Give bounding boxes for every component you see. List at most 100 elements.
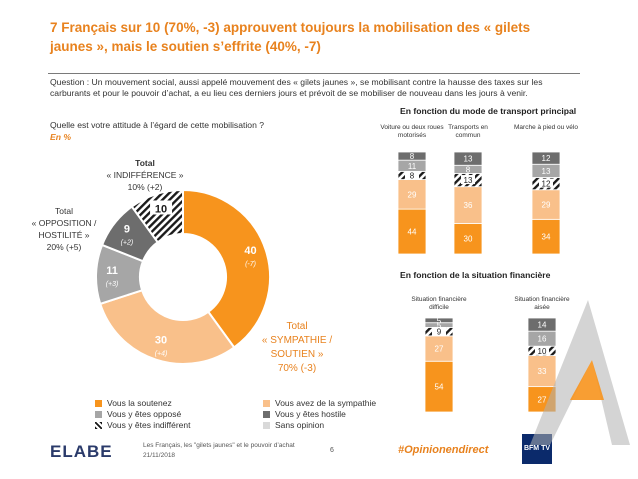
bar-segment xyxy=(453,186,483,224)
bar-value-label: 13 xyxy=(542,167,551,176)
legend-label: Vous avez de la sympathie xyxy=(275,398,377,408)
bar-label-bg xyxy=(535,345,549,355)
question-text: Question : Un mouvement social, aussi ap… xyxy=(50,77,543,98)
bar-value-label: 9 xyxy=(437,328,442,337)
opposition-line1: Total xyxy=(55,206,73,216)
opposition-total: Total « OPPOSITION / HOSTILITÉ » 20% (+5… xyxy=(18,205,110,253)
bar-segment xyxy=(527,355,557,388)
donut-change-label: (+2) xyxy=(121,239,134,246)
bar-value-label: 10 xyxy=(538,347,547,356)
hashtag: #Opinionendirect xyxy=(398,444,489,456)
bar-value-label: 29 xyxy=(542,201,551,210)
legend-label: Vous la soutenez xyxy=(107,398,172,408)
legend-item: Vous avez de la sympathie xyxy=(263,398,376,408)
bar-label-bg xyxy=(432,326,446,336)
donut-change-label: (+4) xyxy=(155,351,168,358)
question-prompt: Quelle est votre attitude à l’égard de c… xyxy=(50,120,265,130)
bar-segment xyxy=(531,218,561,255)
bar-value-label: 12 xyxy=(542,154,551,163)
legend-label: Vous y êtes indifférent xyxy=(107,420,191,430)
bar-value-label: 16 xyxy=(538,335,547,344)
opposition-line2: « OPPOSITION / xyxy=(31,218,97,228)
legend-swatch xyxy=(263,399,270,407)
bar-value-label: 13 xyxy=(464,176,473,185)
footer-line1: Les Français, les "gilets jaunes" et le … xyxy=(143,442,295,449)
donut-value-label: 40 xyxy=(244,245,256,257)
bar-value-label: 5 xyxy=(437,321,442,330)
donut-value-label: 11 xyxy=(106,265,118,277)
legend-item: Vous la soutenez xyxy=(95,398,172,408)
bar-value-label: 8 xyxy=(410,171,415,180)
donut-value-label: 30 xyxy=(155,335,167,347)
donut-label-bg xyxy=(150,200,173,215)
footer-text: Les Français, les "gilets jaunes" et le … xyxy=(143,441,295,461)
bar-label-bg xyxy=(539,178,553,188)
bar-category-label: Situation financière difficile xyxy=(411,296,467,311)
bar-value-label: 30 xyxy=(464,235,473,244)
bar-value-label: 54 xyxy=(435,383,444,392)
bar-category-label: Transports en commun xyxy=(448,124,488,139)
legend-label: Vous y êtes hostile xyxy=(275,409,346,419)
donut-change-label: (+3) xyxy=(106,281,119,288)
indifference-line1: Total xyxy=(135,158,155,168)
sympathie-total: Total « SYMPATHIE / SOUTIEN » 70% (-3) xyxy=(252,320,342,376)
bar-label-bg xyxy=(405,170,419,180)
bar-segment xyxy=(397,208,427,255)
title-divider xyxy=(48,73,580,74)
bar-value-label: 8 xyxy=(410,152,415,161)
bar-segment xyxy=(453,151,483,166)
bar-value-label: 33 xyxy=(538,367,547,376)
bar-value-label: 13 xyxy=(464,155,473,164)
bar-segment xyxy=(527,317,557,332)
bar-value-label: 11 xyxy=(408,162,417,171)
bar-value-label: 27 xyxy=(538,395,547,404)
bar-segment xyxy=(531,151,561,165)
page-title: 7 Français sur 10 (70%, -3) approuvent t… xyxy=(50,20,531,54)
donut-value-label: 10 xyxy=(155,203,167,215)
bar-segment xyxy=(531,189,561,220)
donut-value-label: 9 xyxy=(124,223,130,235)
bar-value-label: 27 xyxy=(435,345,444,354)
legend-swatch xyxy=(95,421,102,429)
indifference-line2: « INDIFFÉRENCE » xyxy=(106,170,184,180)
bar-value-label: 44 xyxy=(408,228,417,237)
transport-chart-title: En fonction du mode de transport princip… xyxy=(400,106,577,116)
bar-value-label: 29 xyxy=(408,190,417,199)
bar-value-label: 14 xyxy=(538,321,547,330)
legend-swatch xyxy=(263,421,270,429)
legend-item: Vous y êtes opposé xyxy=(95,409,181,419)
donut-slice-1 xyxy=(182,188,271,349)
legend-swatch xyxy=(263,410,270,418)
bar-value-label: 5 xyxy=(437,316,442,325)
indifference-total: Total « INDIFFÉRENCE » 10% (+2) xyxy=(95,157,195,193)
legend-label: Vous y êtes opposé xyxy=(107,409,182,419)
bar-value-label: 36 xyxy=(464,201,473,210)
bar-segment xyxy=(424,317,454,324)
legend-item: Vous y êtes indifférent xyxy=(95,420,190,430)
bar-value-label: 34 xyxy=(542,233,551,242)
sympathie-line2: « SYMPATHIE / xyxy=(261,335,333,346)
legend-item: Vous y êtes hostile xyxy=(263,409,346,419)
legend-label: Sans opinion xyxy=(275,420,325,430)
decorative-a-logo xyxy=(530,300,630,445)
sympathie-line4: 70% (-3) xyxy=(277,363,317,374)
donut-chart: 40 (-7) 30 (+4) 11 (+3) 9 (+2) 10 xyxy=(95,188,271,365)
page-number: 6 xyxy=(330,447,334,454)
bar-segment xyxy=(424,360,454,413)
sympathie-line3: SOUTIEN » xyxy=(270,349,324,360)
financial-chart-title: En fonction de la situation financière xyxy=(400,270,551,280)
elabe-logo: ELABE xyxy=(50,442,113,461)
unit-label: En % xyxy=(50,132,72,142)
donut-slice-2 xyxy=(98,289,236,365)
bar-category-label: Situation financière aisée xyxy=(514,296,570,311)
bar-value-label: 8 xyxy=(466,165,471,174)
bar-segment xyxy=(424,335,454,362)
indifference-line3: 10% (+2) xyxy=(127,182,163,192)
legend-swatch xyxy=(95,410,102,418)
footer-line2: 21/11/2018 xyxy=(143,452,176,459)
bar-segment xyxy=(397,179,427,210)
legend-item: Sans opinion xyxy=(263,420,324,430)
